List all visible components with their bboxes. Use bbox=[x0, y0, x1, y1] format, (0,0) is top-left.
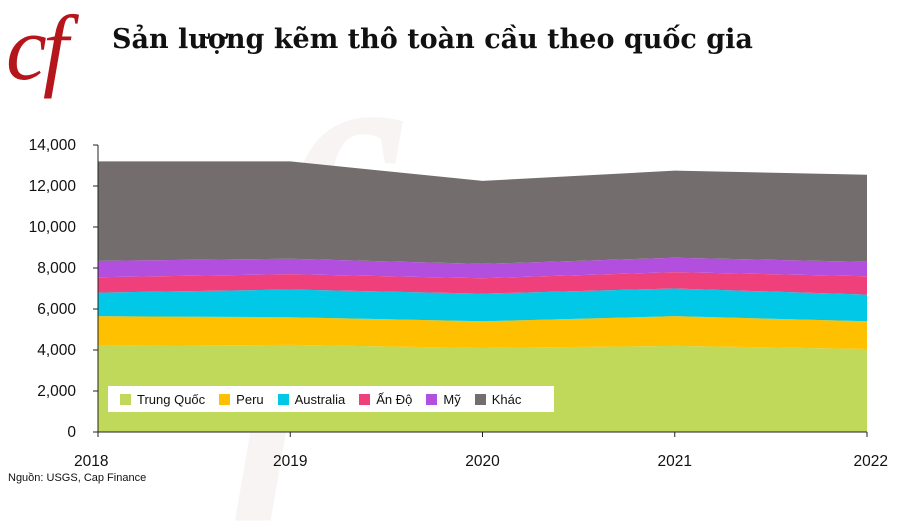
legend-swatch bbox=[120, 393, 131, 405]
y-tick-label: 14,000 bbox=[29, 137, 77, 154]
legend-label: Ấn Độ bbox=[376, 391, 413, 407]
y-tick-label: 12,000 bbox=[29, 178, 77, 195]
y-tick-label: 0 bbox=[67, 424, 76, 441]
x-tick-label: 2021 bbox=[658, 453, 692, 470]
legend-label: Peru bbox=[236, 391, 264, 407]
x-tick-label: 2022 bbox=[854, 453, 888, 470]
legend-item: Peru bbox=[219, 391, 264, 407]
legend-label: Trung Quốc bbox=[137, 391, 206, 407]
legend-swatch bbox=[474, 393, 486, 405]
area-series-3 bbox=[98, 272, 867, 295]
legend-item: Ấn Độ bbox=[359, 392, 412, 407]
legend-swatch bbox=[359, 393, 371, 405]
legend-swatch bbox=[277, 393, 289, 405]
area-series-4 bbox=[98, 257, 867, 279]
legend-label: Mỹ bbox=[443, 391, 461, 407]
x-tick-label: 2019 bbox=[273, 453, 307, 470]
chart-area: 0 2,000 4,000 6,000 8,000 10,000 12,000 14,000 2… bbox=[29, 137, 888, 470]
legend-item: Khác bbox=[474, 391, 522, 407]
legend-swatch bbox=[219, 393, 231, 405]
y-tick-label: 6,000 bbox=[37, 301, 76, 318]
legend-item: Mỹ bbox=[426, 391, 461, 407]
y-tick-label: 2,000 bbox=[37, 383, 76, 400]
x-tick-label: 2018 bbox=[74, 453, 108, 470]
legend-label: Australia bbox=[294, 391, 346, 407]
legend-item: Australia bbox=[277, 391, 346, 407]
legend-item: Trung Quốc bbox=[120, 392, 205, 407]
chart-legend: Trung Quốc Peru Australia Ấn Độ Mỹ Khác bbox=[108, 386, 554, 412]
y-tick-label: 4,000 bbox=[37, 342, 76, 359]
brand-logo: cf bbox=[6, 0, 68, 99]
chart-title: Sản lượng kẽm thô toàn cầu theo quốc gia bbox=[112, 24, 753, 55]
area-series-2 bbox=[98, 288, 867, 322]
y-tick-label: 10,000 bbox=[29, 219, 77, 236]
area-series-1 bbox=[98, 316, 867, 349]
x-tick-label: 2020 bbox=[465, 453, 500, 470]
y-tick-label: 8,000 bbox=[37, 260, 76, 277]
source-note: Nguồn: USGS, Cap Finance bbox=[8, 472, 147, 484]
legend-label: Khác bbox=[491, 391, 522, 407]
legend-swatch bbox=[426, 393, 438, 405]
area-series-5 bbox=[98, 161, 867, 264]
